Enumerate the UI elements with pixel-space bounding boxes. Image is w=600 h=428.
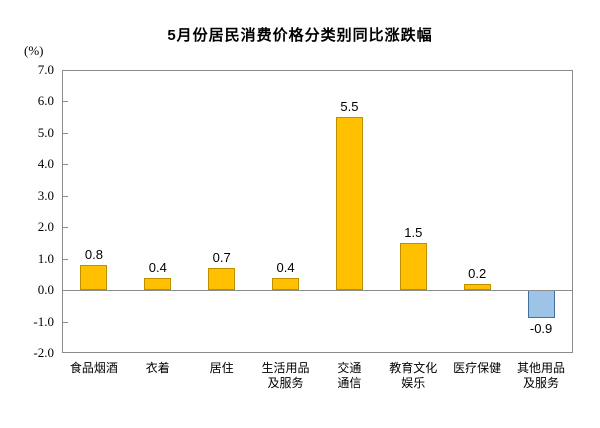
x-axis-label-居住: 居住 <box>186 361 258 376</box>
y-tick-mark <box>63 321 68 323</box>
bar-value-label: 0.7 <box>212 250 231 266</box>
bar-value-label: 0.4 <box>148 259 167 275</box>
y-tick-mark <box>63 195 68 197</box>
y-axis-unit-label: (%) <box>24 43 44 58</box>
y-tick-mark <box>63 227 68 229</box>
y-tick-label: 6.0 <box>37 93 54 109</box>
x-axis-label-生活用品及服务: 生活用品 及服务 <box>250 361 322 391</box>
zero-baseline <box>62 290 573 292</box>
bar-value-label: 0.4 <box>276 259 295 275</box>
x-axis-label-食品烟酒: 食品烟酒 <box>58 361 130 376</box>
x-axis-label-line: 娱乐 <box>401 376 426 390</box>
bar-value-label: 1.5 <box>404 224 423 240</box>
x-axis-label-教育文化娱乐: 教育文化 娱乐 <box>377 361 449 391</box>
x-axis-label-line: 通信 <box>337 376 362 390</box>
y-tick-label: -2.0 <box>33 345 54 360</box>
y-tick-label: 3.0 <box>37 187 54 203</box>
y-tick-label: 7.0 <box>37 62 54 77</box>
y-tick-label: 1.0 <box>37 250 54 266</box>
x-axis-label-line: 食品烟酒 <box>69 361 118 375</box>
y-tick-mark <box>63 132 68 134</box>
bar-value-label: 5.5 <box>340 99 359 115</box>
x-axis-label-其他用品及服务: 其他用品 及服务 <box>505 361 577 391</box>
bar-交通通信 <box>335 117 363 291</box>
bar-生活用品及服务 <box>272 277 300 291</box>
chart-title: 5月份居民消费价格分类别同比涨跌幅 <box>167 27 433 44</box>
x-axis-label-医疗保健: 医疗保健 <box>441 361 513 376</box>
bar-居住 <box>208 268 236 291</box>
x-axis-label-line: 交通 <box>337 361 362 375</box>
plot-area <box>62 70 573 353</box>
x-axis-label-line: 衣着 <box>145 361 170 375</box>
y-tick-mark <box>63 164 68 166</box>
x-axis-label-line: 教育文化 <box>389 361 438 375</box>
bar-衣着 <box>144 277 172 291</box>
bar-医疗保健 <box>463 283 491 291</box>
x-axis-label-line: 及服务 <box>267 376 304 390</box>
x-axis-label-line: 其他用品 <box>517 361 566 375</box>
bar-其他用品及服务 <box>527 290 555 319</box>
y-tick-label: 4.0 <box>37 156 54 172</box>
bar-value-label: 0.2 <box>468 265 487 281</box>
y-tick-label: 0.0 <box>37 282 54 298</box>
x-axis-label-衣着: 衣着 <box>122 361 194 376</box>
y-tick-label: -1.0 <box>33 313 54 329</box>
bar-教育文化娱乐 <box>399 242 427 291</box>
y-tick-label: 2.0 <box>37 219 54 235</box>
bar-食品烟酒 <box>80 264 108 291</box>
y-tick-label: 5.0 <box>37 124 54 140</box>
y-tick-mark <box>63 258 68 260</box>
y-tick-mark <box>63 101 68 103</box>
x-axis-label-交通通信: 交通 通信 <box>314 361 386 391</box>
bar-value-label: -0.9 <box>529 321 553 337</box>
x-axis-label-line: 及服务 <box>523 376 560 390</box>
x-axis-label-line: 居住 <box>209 361 234 375</box>
bar-value-label: 0.8 <box>84 246 103 262</box>
x-axis-label-line: 医疗保健 <box>453 361 502 375</box>
x-axis-label-line: 生活用品 <box>261 361 310 375</box>
